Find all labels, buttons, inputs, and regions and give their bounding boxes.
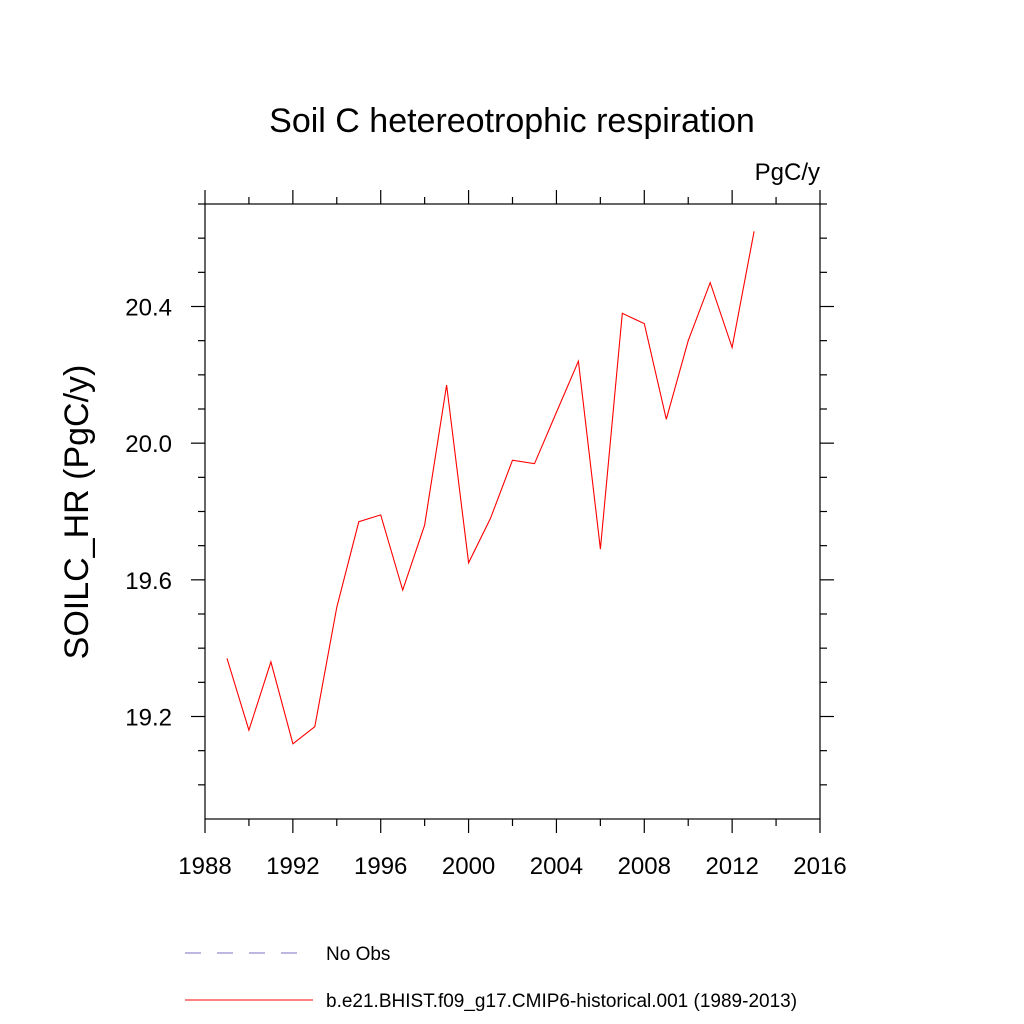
axis-ticks	[191, 190, 834, 833]
data-series	[226, 231, 755, 745]
x-tick-label: 2000	[442, 853, 495, 880]
units-label: PgC/y	[755, 159, 820, 186]
x-tick-label: 1988	[178, 853, 231, 880]
chart-title: Soil C hetereotrophic respiration	[269, 102, 755, 140]
plot-frame	[204, 203, 821, 820]
x-tick-label: 2016	[793, 853, 846, 880]
y-tick-label: 19.6	[125, 568, 172, 595]
x-tick-label: 2004	[530, 853, 583, 880]
axis-tick-labels: 1988 1992 1996 2000 2004 2008 2012 2016 19.2 19.6…	[125, 295, 846, 881]
legend-label: b.e21.BHIST.f09_g17.CMIP6-historical.001…	[326, 991, 797, 1012]
x-tick-label: 1992	[266, 853, 319, 880]
legend: No Obs b.e21.BHIST.f09_g17.CMIP6-historic…	[185, 944, 797, 1012]
y-tick-label: 20.4	[125, 295, 172, 322]
y-tick-label: 20.0	[125, 431, 172, 458]
x-tick-label: 2012	[705, 853, 758, 880]
x-tick-label: 2008	[618, 853, 671, 880]
series-line	[226, 231, 755, 745]
y-axis-label: SOILC_HR (PgC/y)	[58, 365, 96, 660]
legend-label: No Obs	[326, 944, 390, 965]
x-tick-label: 1996	[354, 853, 407, 880]
y-tick-label: 19.2	[125, 705, 172, 732]
